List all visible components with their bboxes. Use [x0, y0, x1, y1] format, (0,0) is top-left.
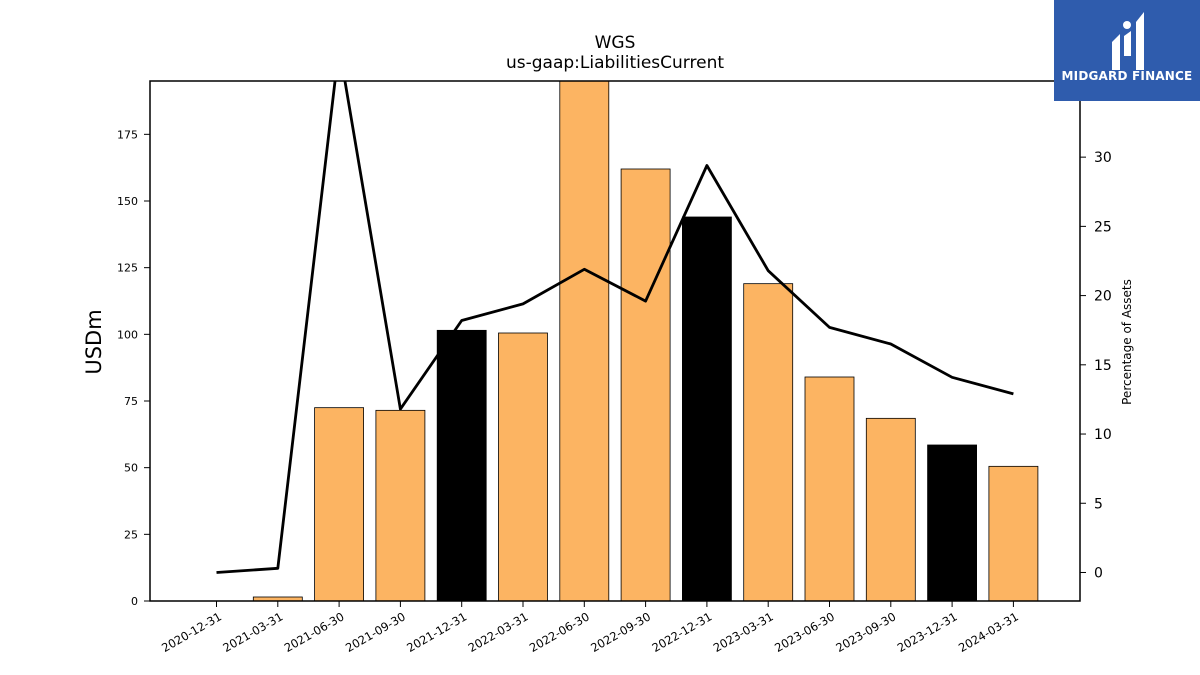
chart-title: WGS — [595, 33, 636, 53]
x-tick-label: 2022-09-30 — [588, 609, 653, 655]
bar-2021-06-30 — [314, 407, 365, 601]
y2-tick-label: 5 — [1094, 496, 1103, 512]
x-tick-label: 2023-03-31 — [711, 609, 776, 655]
bar-2024-03-31 — [988, 465, 1039, 601]
brand-logo: MIDGARD FINANCE — [1054, 0, 1200, 101]
y2-axis-label: Percentage of Assets — [1120, 279, 1134, 405]
x-tick-label: 2024-03-31 — [956, 609, 1021, 655]
y2-tick-label: 25 — [1094, 219, 1112, 235]
line-group — [216, 81, 1014, 574]
plot-frame — [149, 80, 1081, 602]
y2-tick-label: 10 — [1094, 427, 1112, 443]
y2-tick-label: 30 — [1094, 150, 1112, 166]
chart-subtitle: us-gaap:LiabilitiesCurrent — [506, 53, 724, 73]
bar-2023-03-31 — [743, 283, 794, 601]
x-tick-label: 2021-03-31 — [220, 609, 285, 655]
bar-2023-12-31 — [927, 444, 977, 601]
x-tick-label: 2021-09-30 — [343, 609, 408, 655]
y-tick-label: 150 — [117, 195, 138, 208]
y-tick-label: 75 — [124, 395, 138, 408]
x-tick-label: 2022-03-31 — [466, 609, 531, 655]
bar-2023-06-30 — [804, 376, 855, 601]
y-axis-label: USDm — [82, 309, 106, 374]
x-tick-label: 2020-12-31 — [159, 609, 224, 655]
logo-text: MIDGARD FINANCE — [1061, 69, 1193, 83]
x-tick-label: 2021-06-30 — [282, 609, 347, 655]
x-tick-label: 2022-06-30 — [527, 609, 592, 655]
x-tick-label: 2023-09-30 — [833, 609, 898, 655]
bar-2022-03-31 — [498, 332, 548, 601]
bar-2023-09-30 — [865, 417, 916, 601]
x-tick-label: 2022-12-31 — [650, 609, 715, 655]
logo-mark-icon — [1112, 12, 1144, 70]
y2-tick-label: 20 — [1094, 289, 1112, 305]
x-tick-label: 2023-06-30 — [772, 609, 837, 655]
y-tick-label: 175 — [117, 128, 138, 141]
y-tick-label: 100 — [117, 328, 138, 341]
bar-2021-09-30 — [375, 409, 426, 601]
y-tick-label: 50 — [124, 462, 138, 475]
y-tick-label: 0 — [131, 595, 138, 608]
y2-tick-label: 15 — [1094, 358, 1112, 374]
bar-2021-03-31 — [252, 596, 303, 601]
y2-tick-label: 0 — [1094, 565, 1103, 581]
x-tick-label: 2023-12-31 — [895, 609, 960, 655]
bar-2022-09-30 — [620, 168, 671, 601]
y-tick-label: 25 — [124, 528, 138, 541]
bar-group — [252, 81, 1039, 601]
x-tick-label: 2021-12-31 — [404, 609, 469, 655]
bar-2022-12-31 — [682, 216, 732, 601]
y-tick-label: 125 — [117, 262, 138, 275]
line-percentage-of-assets — [216, 81, 1014, 574]
bar-2021-12-31 — [436, 329, 487, 601]
bar-2022-06-30 — [559, 81, 610, 601]
